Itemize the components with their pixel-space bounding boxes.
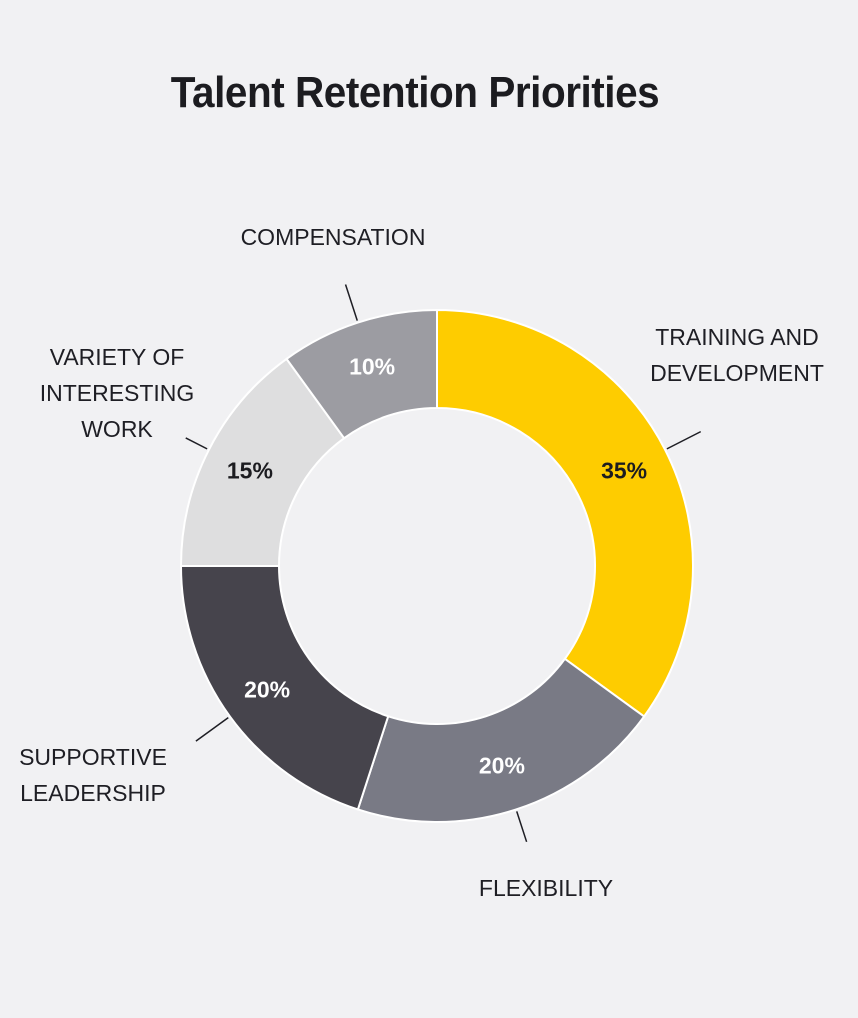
leader-line <box>516 811 528 843</box>
donut-slice <box>179 565 390 811</box>
slice-category-label: COMPENSATION <box>241 224 426 250</box>
slice-percent-label: 15% <box>227 458 273 484</box>
leader-line <box>185 437 208 450</box>
leader-line <box>344 284 358 321</box>
donut-slice <box>285 308 438 440</box>
leader-line <box>195 717 229 742</box>
slice-percent-label: 20% <box>244 676 290 702</box>
slice-category-label: FLEXIBILITY <box>479 875 613 901</box>
slice-percent-label: 20% <box>479 753 525 779</box>
leader-line <box>666 430 702 450</box>
slice-category-label: SUPPORTIVE LEADERSHIP <box>19 744 167 806</box>
slice-category-label: VARIETY OF INTERESTING WORK <box>40 344 195 442</box>
slice-category-label: TRAINING AND DEVELOPMENT <box>650 324 824 386</box>
donut-slice <box>356 657 646 823</box>
chart-title: Talent Retention Priorities <box>170 68 660 117</box>
slice-percent-label: 35% <box>601 458 647 484</box>
slice-percent-label: 10% <box>349 353 395 379</box>
donut-slice <box>436 308 694 718</box>
